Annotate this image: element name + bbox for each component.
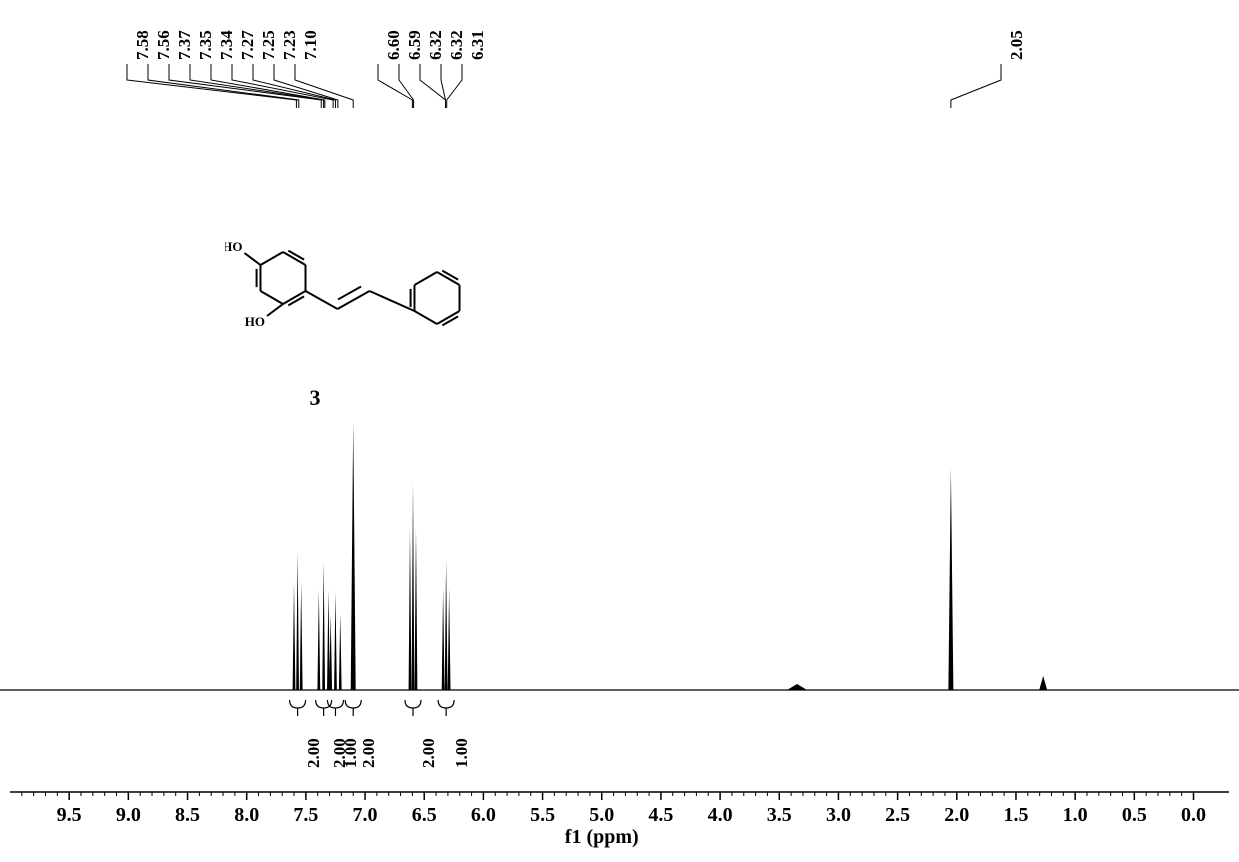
axis-tick-label: 3.5 bbox=[767, 804, 792, 827]
axis-tick-label: 5.0 bbox=[589, 804, 614, 827]
axis-tick-label: 6.0 bbox=[471, 804, 496, 827]
axis-tick-label: 4.0 bbox=[708, 804, 733, 827]
axis-tick-label: 4.5 bbox=[648, 804, 673, 827]
axis-tick-label: 6.5 bbox=[412, 804, 437, 827]
axis-tick-label: 7.5 bbox=[293, 804, 318, 827]
axis-tick-label: 2.0 bbox=[944, 804, 969, 827]
axis-tick-label: 0.5 bbox=[1122, 804, 1147, 827]
axis-tick-label: 8.0 bbox=[234, 804, 259, 827]
axis-tick-label: 0.0 bbox=[1181, 804, 1206, 827]
x-axis: f1 (ppm) 9.5 9.0 8.5 8.0 7.5 7.0 6.5 6.0 5.5 5.0 4… bbox=[0, 790, 1239, 860]
axis-tick-label: 2.5 bbox=[885, 804, 910, 827]
axis-tick-label: 5.5 bbox=[530, 804, 555, 827]
integral-value: 2.00 bbox=[304, 738, 324, 768]
axis-tick-label: 8.5 bbox=[175, 804, 200, 827]
axis-tick-label: 9.0 bbox=[116, 804, 141, 827]
axis-tick-label: 7.0 bbox=[353, 804, 378, 827]
integral-value: 2.00 bbox=[359, 738, 379, 768]
integral-value: 2.00 bbox=[419, 738, 439, 768]
axis-tick-label: 1.5 bbox=[1003, 804, 1028, 827]
axis-tick-label: 3.0 bbox=[826, 804, 851, 827]
axis-tick-label: 1.0 bbox=[1063, 804, 1088, 827]
x-axis-label: f1 (ppm) bbox=[542, 826, 662, 849]
integral-value: 1.00 bbox=[452, 738, 472, 768]
axis-tick-label: 9.5 bbox=[57, 804, 82, 827]
